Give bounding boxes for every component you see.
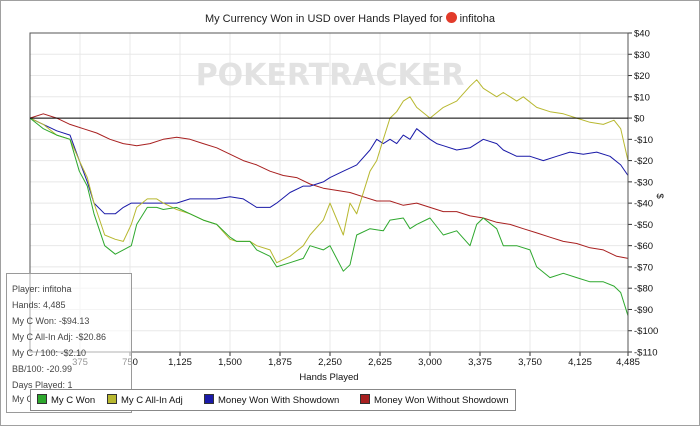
y-axis-label: $ (654, 193, 665, 199)
y-tick-label: -$10 (634, 135, 653, 146)
stat-won: My C Won: -$94.13 (12, 316, 90, 326)
legend-swatch (204, 394, 214, 404)
y-tick-labels: $40 $30 $20 $10 $0 -$10 -$20 -$30 -$40 -$50 -$60 -$… (634, 29, 658, 359)
pokerstars-spade-icon (445, 12, 457, 23)
legend-swatch (360, 394, 370, 404)
stat-days: Days Played: 1 (12, 380, 73, 390)
x-tick-label: 2,625 (368, 357, 392, 368)
y-tick-label: -$70 (634, 262, 653, 273)
stat-player: Player: infitoha (12, 284, 72, 294)
stat-per100: My C / 100: -$2.10 (12, 348, 87, 358)
y-tick-label: -$30 (634, 177, 653, 188)
y-tick-label: -$40 (634, 199, 653, 210)
chart-title: My Currency Won in USD over Hands Played… (204, 12, 496, 25)
y-tick-label: -$80 (634, 284, 653, 295)
plot-border (29, 32, 629, 353)
legend-item-won: My C Won (37, 394, 95, 406)
x-tick-label: 4,125 (568, 357, 592, 368)
x-tick-label: 1,500 (218, 357, 242, 368)
legend-item-no-showdown: Money Won Without Showdown (360, 394, 508, 406)
watermark: POKERTRACKER (196, 58, 465, 93)
y-tick-label: $40 (634, 29, 650, 40)
axes (29, 32, 632, 356)
y-tick-label: -$110 (634, 348, 658, 359)
x-axis-label: Hands Played (299, 372, 358, 383)
x-tick-label: 3,750 (518, 357, 542, 368)
legend: My C Won My C All-In Adj Money Won With … (30, 389, 516, 411)
y-tick-label: $0 (634, 114, 645, 125)
series-lines (29, 79, 629, 316)
x-tick-label: 4,485 (616, 357, 640, 368)
legend-item-showdown: Money Won With Showdown (204, 394, 339, 406)
y-tick-label: -$90 (634, 305, 653, 316)
legend-swatch (107, 394, 117, 404)
y-tick-label: -$100 (634, 326, 658, 337)
y-tick-label: -$20 (634, 156, 653, 167)
series-line-2 (29, 117, 629, 215)
stat-allin: My C All-In Adj: -$20.86 (12, 332, 107, 342)
x-tick-label: 1,875 (268, 357, 292, 368)
y-tick-label: -$60 (634, 241, 653, 252)
series-line-0 (29, 117, 629, 316)
x-tick-label: 1,125 (168, 357, 192, 368)
stat-hands: Hands: 4,485 (12, 300, 66, 310)
series-line-3 (29, 113, 629, 259)
y-tick-label: -$50 (634, 220, 653, 231)
series-line-1 (29, 79, 629, 264)
x-tick-labels: 3757501,1251,5001,8752,2502,6253,0003,37… (72, 357, 640, 368)
player-name: infitoha (459, 13, 496, 25)
x-tick-label: 2,250 (318, 357, 342, 368)
legend-swatch (37, 394, 47, 404)
x-tick-label: 3,000 (418, 357, 442, 368)
y-tick-label: $30 (634, 50, 650, 61)
stat-bb100: BB/100: -20.99 (12, 364, 73, 374)
x-tick-label: 3,375 (468, 357, 492, 368)
legend-item-allin: My C All-In Adj (107, 394, 183, 406)
y-tick-label: $10 (634, 92, 650, 103)
y-tick-label: $20 (634, 71, 650, 82)
